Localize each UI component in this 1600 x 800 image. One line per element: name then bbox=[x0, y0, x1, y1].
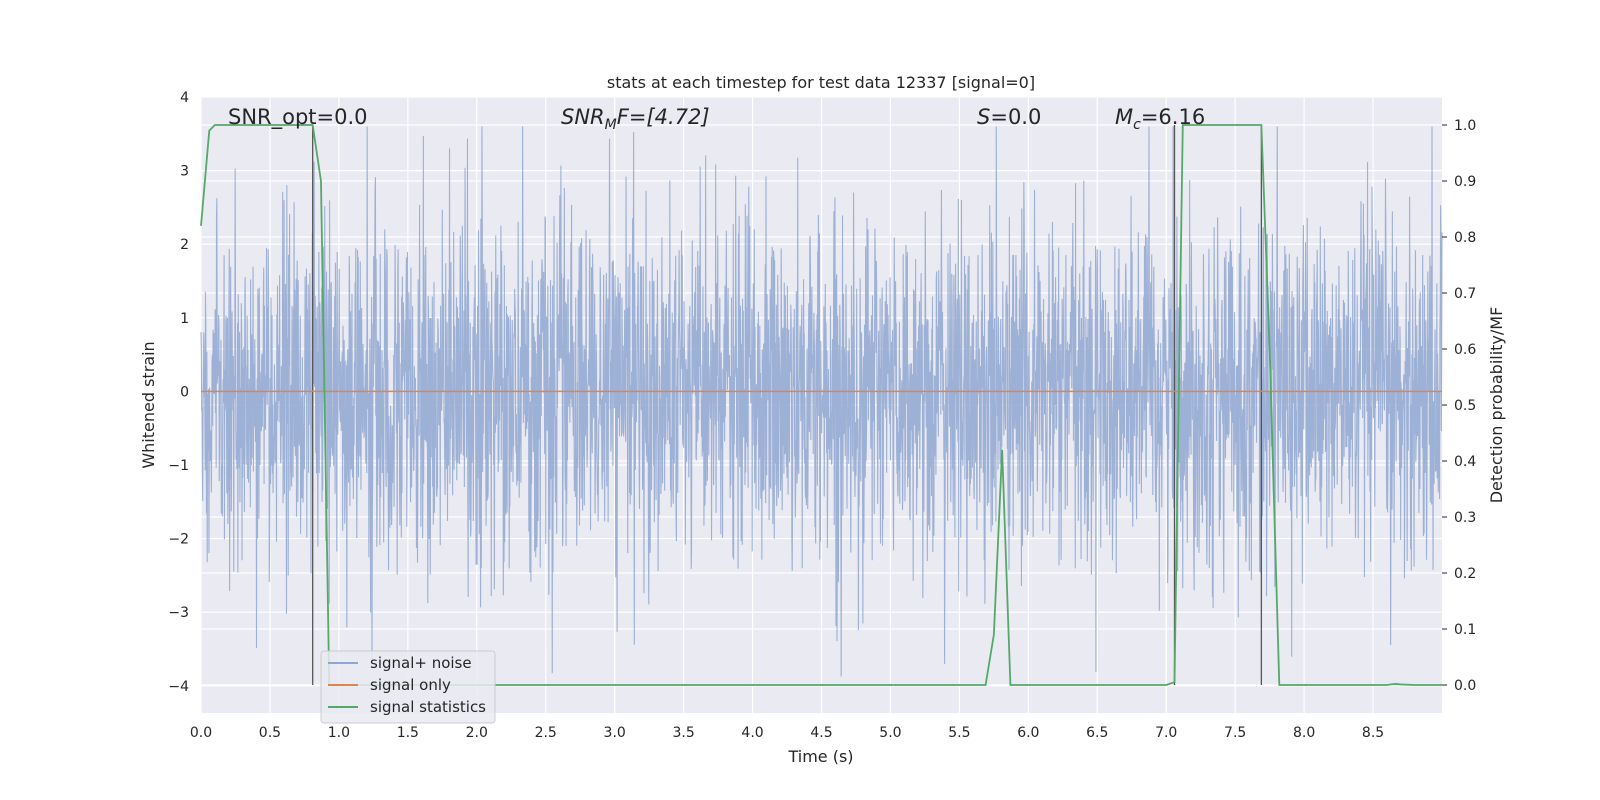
y-right-tick-label: 0.2 bbox=[1454, 566, 1476, 582]
vertical-markers bbox=[312, 125, 1263, 685]
series-signal-statistics-line bbox=[200, 124, 1442, 686]
x-tick-label: 0.0 bbox=[190, 725, 212, 741]
y-right-tick-label: 0.0 bbox=[1454, 678, 1476, 694]
y-right-tick-label: 0.8 bbox=[1454, 230, 1476, 246]
y-left-tick-label: −2 bbox=[168, 532, 189, 548]
x-tick-label: 4.5 bbox=[810, 725, 832, 741]
x-tick-label: 7.5 bbox=[1224, 725, 1246, 741]
x-tick-label: 1.0 bbox=[328, 725, 350, 741]
x-tick-label: 1.5 bbox=[397, 725, 419, 741]
series-signal-noise-line bbox=[200, 126, 1443, 677]
x-tick-label: 3.0 bbox=[604, 725, 626, 741]
y-right-tick-label: 0.5 bbox=[1454, 398, 1476, 414]
x-tick-label: 6.0 bbox=[1017, 725, 1039, 741]
chart-title: stats at each timestep for test data 123… bbox=[607, 73, 1035, 92]
y-right-tick-label: 0.4 bbox=[1454, 454, 1476, 470]
x-tick-label: 2.0 bbox=[466, 725, 488, 741]
y-left-tick-label: 3 bbox=[180, 164, 189, 180]
legend-label-signal-noise: signal+ noise bbox=[370, 654, 472, 672]
y-right-tick-label: 0.9 bbox=[1454, 174, 1476, 190]
x-tick-label: 5.0 bbox=[879, 725, 901, 741]
legend: signal+ noise signal only signal statist… bbox=[320, 650, 496, 724]
x-tick-label: 3.5 bbox=[672, 725, 694, 741]
legend-label-signal-only: signal only bbox=[370, 676, 451, 694]
y-left-tick-label: −3 bbox=[168, 605, 189, 621]
x-tick-label: 8.0 bbox=[1293, 725, 1315, 741]
y-right-tick-label: 0.7 bbox=[1454, 286, 1476, 302]
y-left-tick-label: −1 bbox=[168, 458, 189, 474]
x-tick-label: 5.5 bbox=[948, 725, 970, 741]
y-left-tick-label: −4 bbox=[168, 679, 189, 695]
series-signal-noise bbox=[200, 126, 1443, 677]
y-right-tick-label: 0.1 bbox=[1454, 622, 1476, 638]
x-tick-label: 8.5 bbox=[1362, 725, 1384, 741]
y-axis-left-ticks: 4 3 2 1 0 −1 −2 −3 −4 bbox=[168, 90, 189, 695]
y-axis-right-title: Detection probability/MF bbox=[1487, 307, 1506, 504]
y-left-tick-label: 1 bbox=[180, 311, 189, 327]
x-tick-label: 2.5 bbox=[535, 725, 557, 741]
y-left-tick-label: 4 bbox=[180, 90, 189, 106]
legend-label-signal-statistics: signal statistics bbox=[370, 698, 486, 716]
y-right-tick-label: 0.3 bbox=[1454, 510, 1476, 526]
x-tick-label: 6.5 bbox=[1086, 725, 1108, 741]
x-axis-title: Time (s) bbox=[787, 747, 853, 766]
y-axis-left-title: Whitened strain bbox=[139, 341, 158, 468]
annotation-s: S=0.0 bbox=[977, 105, 1041, 129]
y-right-tick-label: 0.6 bbox=[1454, 342, 1476, 358]
annotation-snr-opt: SNR_opt=0.0 bbox=[228, 105, 368, 130]
x-tick-label: 7.0 bbox=[1155, 725, 1177, 741]
x-axis-ticks: 0.0 0.5 1.0 1.5 2.0 2.5 3.0 3.5 4.0 4.5 5.0 5.5 6.0 6… bbox=[190, 725, 1384, 741]
y-left-tick-label: 2 bbox=[180, 237, 189, 253]
annotation-snr-mf: SNRMF=[4.72] bbox=[561, 105, 710, 133]
y-axis-right-ticks: 1.0 0.9 0.8 0.7 0.6 0.5 0.4 0.3 0.2 0.1 0.0 bbox=[1442, 118, 1476, 694]
x-tick-label: 4.0 bbox=[741, 725, 763, 741]
y-right-tick-label: 1.0 bbox=[1454, 118, 1476, 134]
y-left-tick-label: 0 bbox=[180, 384, 189, 400]
annotation-mc: Mc=6.16 bbox=[1115, 105, 1205, 133]
legend-box bbox=[320, 650, 496, 724]
x-tick-label: 0.5 bbox=[259, 725, 281, 741]
series-lines bbox=[200, 124, 1442, 686]
